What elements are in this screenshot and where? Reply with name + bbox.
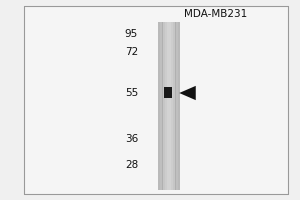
Text: 28: 28 xyxy=(125,160,138,170)
Bar xyxy=(173,22,175,190)
Bar xyxy=(24,6,288,194)
Polygon shape xyxy=(179,86,196,100)
Bar xyxy=(163,22,164,190)
Text: 72: 72 xyxy=(125,47,138,57)
Text: 55: 55 xyxy=(125,88,138,98)
Bar xyxy=(171,22,173,190)
Bar xyxy=(158,22,160,190)
Text: 36: 36 xyxy=(125,134,138,144)
Bar xyxy=(167,22,169,190)
Bar xyxy=(169,22,171,190)
Bar xyxy=(160,22,162,190)
Text: 95: 95 xyxy=(125,29,138,39)
Bar xyxy=(178,22,180,190)
Bar xyxy=(176,22,178,190)
Bar xyxy=(158,22,178,190)
Text: MDA-MB231: MDA-MB231 xyxy=(184,9,248,19)
Bar xyxy=(165,22,167,190)
Bar xyxy=(164,87,172,98)
